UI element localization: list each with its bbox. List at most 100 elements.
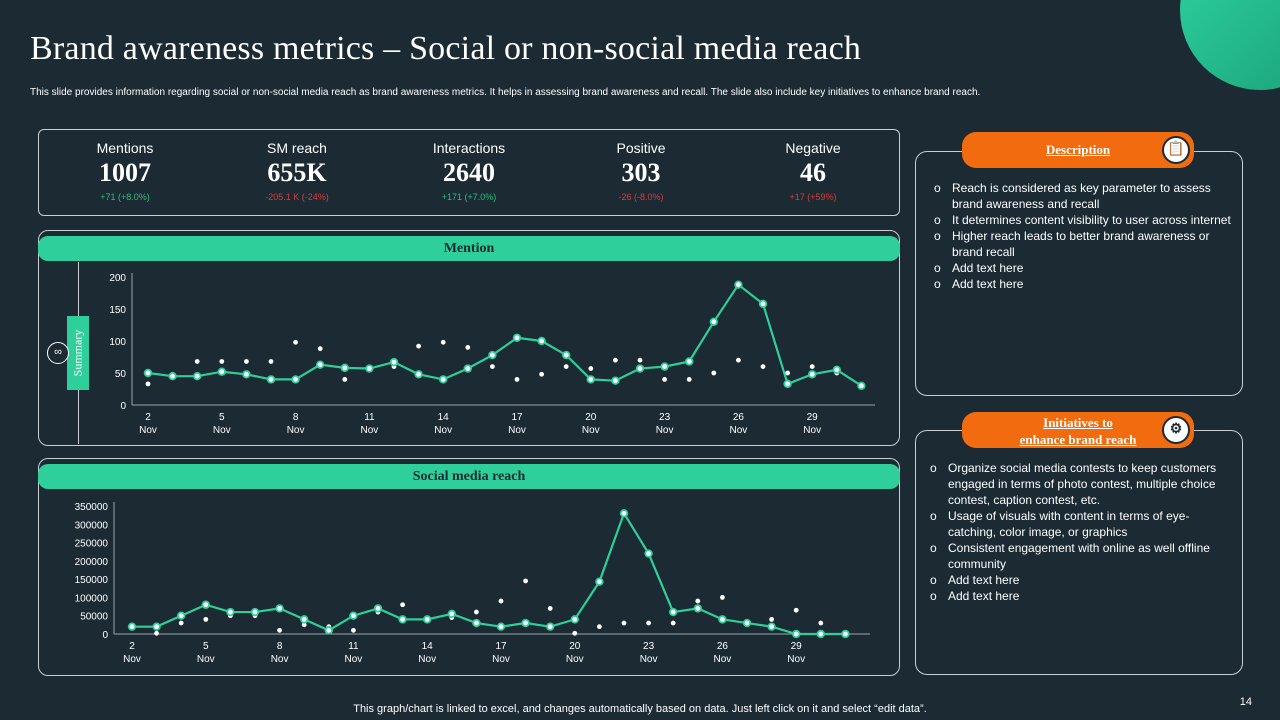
initiatives-heading-line1: Initiatives to xyxy=(1043,415,1113,430)
previous-period-point xyxy=(547,606,553,611)
data-point xyxy=(340,363,349,373)
previous-period-point xyxy=(720,595,725,600)
list-item: Reach is considered as key parameter to … xyxy=(932,180,1232,212)
sm-reach-chart: 0 50000 100000 150000 200000 250000 300000 3500… xyxy=(75,502,870,665)
previous-period-point xyxy=(293,339,298,345)
page-subtitle: This slide provides information regardin… xyxy=(30,87,981,98)
data-point xyxy=(619,509,629,518)
x-tick-sublabel: Nov xyxy=(418,654,436,665)
data-point xyxy=(373,604,383,613)
data-point xyxy=(349,611,358,620)
kpi-delta: +71 (+8.0%) xyxy=(100,192,150,202)
clipboard-icon: 📋 xyxy=(1162,136,1190,164)
data-point xyxy=(266,375,276,384)
previous-period-point xyxy=(695,598,701,604)
previous-period-point xyxy=(539,371,544,377)
series-line xyxy=(132,510,846,636)
previous-period-point xyxy=(785,370,790,376)
previous-period-point xyxy=(277,627,282,633)
previous-period-point xyxy=(793,607,799,613)
previous-period-point xyxy=(514,377,520,382)
kpi-delta: +17 (+59%) xyxy=(789,192,837,202)
kpi-label: SM reach xyxy=(267,140,327,156)
initiatives-box: Organize social media contests to keep c… xyxy=(915,430,1243,675)
x-tick-sublabel: Nov xyxy=(123,654,141,665)
data-point xyxy=(299,615,309,624)
data-point xyxy=(857,381,866,390)
list-item: Add text here xyxy=(928,588,1234,604)
previous-period-point xyxy=(621,620,627,626)
description-list: Reach is considered as key parameter to … xyxy=(932,180,1232,292)
kpi-label: Positive xyxy=(616,140,666,156)
hand-gear-icon: ⚙ xyxy=(1162,416,1190,444)
x-tick-sublabel: Nov xyxy=(197,654,215,665)
previous-period-point xyxy=(219,359,225,364)
y-tick-label: 100 xyxy=(109,337,126,348)
x-tick-label: 29 xyxy=(807,412,819,423)
data-point xyxy=(816,629,825,639)
list-item: Higher reach leads to better brand aware… xyxy=(932,228,1232,260)
data-point xyxy=(192,371,202,381)
previous-period-point xyxy=(268,359,274,364)
page-title: Brand awareness metrics – Social or non-… xyxy=(30,30,862,67)
data-point xyxy=(152,622,161,631)
previous-period-point xyxy=(178,620,184,626)
kpi-mentions: Mentions 1007 +71 (+8.0%) xyxy=(39,130,211,215)
previous-period-point xyxy=(670,620,676,626)
previous-period-point xyxy=(194,359,200,364)
data-point xyxy=(168,371,177,381)
x-tick-sublabel: Nov xyxy=(508,425,526,436)
x-tick-sublabel: Nov xyxy=(566,654,584,665)
mention-chart-title: Mention xyxy=(38,236,900,261)
data-point xyxy=(365,364,374,373)
x-tick-sublabel: Nov xyxy=(492,654,510,665)
data-point xyxy=(611,376,620,385)
data-point xyxy=(389,357,399,367)
kpi-delta: -26 (-8.0%) xyxy=(618,192,664,202)
kpi-sm-reach: SM reach 655K -205.1 K (-24%) xyxy=(211,130,383,215)
data-point xyxy=(324,626,333,635)
previous-period-point xyxy=(301,622,307,628)
data-point xyxy=(201,600,210,609)
previous-period-point xyxy=(474,609,479,615)
previous-period-point xyxy=(490,364,495,369)
x-tick-label: 11 xyxy=(364,412,375,423)
x-tick-label: 11 xyxy=(348,641,359,652)
previous-period-point xyxy=(662,377,667,382)
kpi-delta: +171 (+7.0%) xyxy=(441,192,497,202)
previous-period-point xyxy=(760,364,766,369)
data-point xyxy=(512,333,522,342)
x-tick-label: 17 xyxy=(511,412,523,423)
x-tick-sublabel: Nov xyxy=(714,654,732,665)
kpi-label: Mentions xyxy=(96,140,154,156)
previous-period-point xyxy=(711,370,717,376)
kpi-interactions: Interactions 2640 +171 (+7.0%) xyxy=(383,130,555,215)
list-item: Usage of visuals with content in terms o… xyxy=(928,508,1234,540)
data-point xyxy=(685,357,694,366)
analytics-icon: ∞ xyxy=(47,342,69,364)
data-point xyxy=(635,364,645,373)
data-point xyxy=(808,370,817,379)
previous-period-point xyxy=(809,364,815,369)
x-tick-label: 26 xyxy=(733,412,745,423)
data-point xyxy=(315,360,325,369)
kpi-value: 46 xyxy=(800,158,826,187)
kpi-value: 1007 xyxy=(99,158,151,187)
data-point xyxy=(644,549,653,558)
x-tick-label: 8 xyxy=(277,641,283,652)
data-point xyxy=(660,362,669,371)
y-tick-label: 0 xyxy=(102,630,108,641)
data-point xyxy=(291,375,300,384)
list-item: Add text here xyxy=(928,572,1234,588)
series-line xyxy=(147,283,862,387)
list-item: Consistent engagement with online as wel… xyxy=(928,540,1234,572)
x-tick-label: 26 xyxy=(717,641,729,652)
kpi-negative: Negative 46 +17 (+59%) xyxy=(727,130,899,215)
description-heading-text: Description xyxy=(1045,142,1111,157)
previous-period-point xyxy=(736,357,741,363)
data-point xyxy=(792,629,801,639)
y-tick-label: 150000 xyxy=(75,575,109,586)
previous-period-point xyxy=(203,616,209,622)
previous-period-point xyxy=(597,624,602,630)
description-box: Reach is considered as key parameter to … xyxy=(915,151,1243,396)
